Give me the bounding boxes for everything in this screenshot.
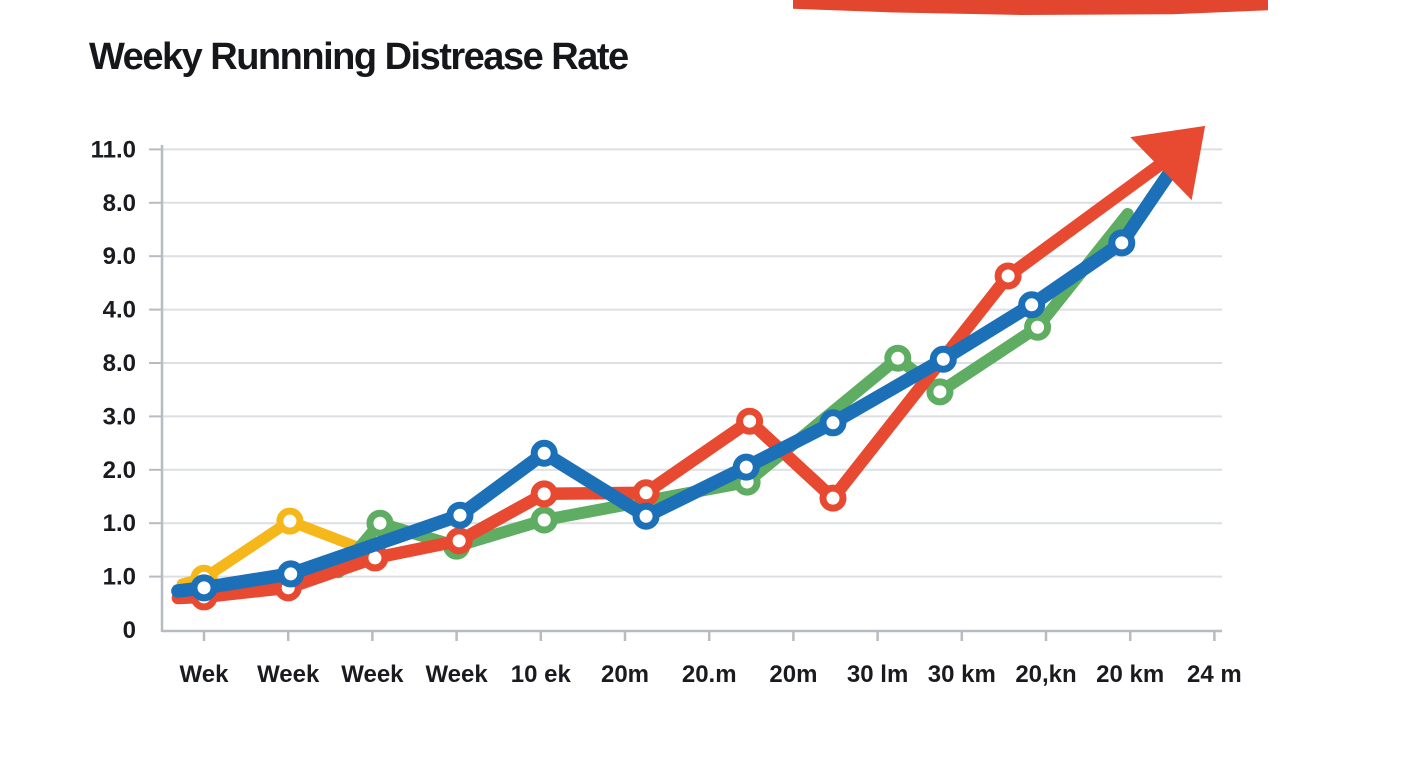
x-tick-label: 20 km [1096,661,1164,688]
y-tick-label: 8.0 [103,350,136,377]
x-tick-label: Week [341,661,404,688]
series-blue-marker [1108,229,1136,257]
series-red-marker [530,480,558,508]
x-tick-label: 20m [601,661,649,688]
series-green-marker [1024,313,1052,341]
x-tick-label: 20.m [682,661,737,688]
series-yellow-marker [276,507,304,535]
series-blue-marker [732,453,760,481]
x-tick-label: 30 lm [847,661,908,688]
y-tick-label: 8.0 [103,190,136,217]
series-red-marker [819,484,847,512]
y-tick-label: 0 [123,617,136,644]
series-blue-marker [819,409,847,437]
y-tick-label: 1.0 [103,564,136,591]
x-tick-label: Week [425,661,488,688]
series-blue-line [171,153,1185,598]
series-red-marker [632,479,660,507]
series-blue-marker [277,560,305,588]
y-tick-label: 9.0 [103,243,136,270]
series-red-marker [736,407,764,435]
series-green-marker [926,378,954,406]
x-tick-label: 10 ek [511,661,572,688]
series-green-marker [530,506,558,534]
series-blue-marker [929,345,957,373]
chart-title: Weeky Runnning Distrease Rate [89,36,629,78]
trend-arrow-head [1130,125,1206,201]
x-tick-label: 20,kn [1015,661,1076,688]
series-blue-marker [530,439,558,467]
series-red-marker [994,262,1022,290]
series-blue-marker [632,502,660,530]
series-green-marker [366,509,394,537]
series-blue-marker [190,574,218,602]
x-tick-label: 24 m [1187,661,1242,688]
y-tick-label: 4.0 [103,297,136,324]
y-tick-label: 3.0 [103,403,136,430]
series-red-marker [445,527,473,555]
y-tick-label: 11.0 [91,136,136,163]
x-tick-label: Week [257,661,320,688]
series-blue-marker [1018,291,1046,319]
series-blue-marker [446,501,474,529]
x-tick-label: 30 km [928,661,996,688]
top-red-banner [793,0,1268,15]
x-tick-label: Wek [180,661,230,688]
y-tick-label: 2.0 [103,457,136,484]
y-tick-label: 1.0 [103,510,136,537]
x-tick-label: 20m [769,661,817,688]
series-green-marker [884,344,912,372]
